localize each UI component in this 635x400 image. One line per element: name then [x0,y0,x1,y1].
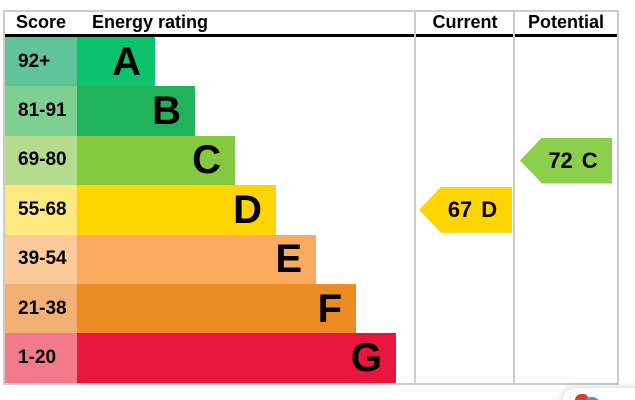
rating-bar-g: G [77,333,396,383]
score-range-e: 39-54 [5,234,77,284]
score-range-b: 81-91 [5,86,77,136]
potential-rating-arrow: 72 C [520,137,612,184]
band-row-g: 1-20 G [5,333,617,383]
current-column-divider [414,12,416,383]
band-row-b: 81-91 B [5,86,617,136]
logo-red-shape [575,394,588,400]
header-underline [5,34,617,37]
potential-rating-value: 72 [548,147,573,173]
logo-blue-shape [586,397,599,400]
rating-bands: 92+ A 81-91 B 69-80 C 55-68 D 39-54 E 21-38 F 1-20 G [5,37,617,383]
potential-column-header: Potential [527,12,604,32]
current-rating-arrow: 67 D [419,186,512,233]
band-row-d: 55-68 D [5,185,617,235]
current-rating-value: 67 [447,196,473,222]
band-row-a: 92+ A [5,37,617,87]
potential-rating-letter: C [581,147,598,173]
current-column-header: Current [432,12,498,32]
score-range-g: 1-20 [5,333,77,383]
rating-bar-b: B [77,86,195,136]
potential-column-divider [513,12,515,383]
rating-bar-e: E [77,234,316,284]
rating-bar-a: A [77,37,155,87]
score-range-c: 69-80 [5,135,77,186]
band-row-e: 39-54 E [5,234,617,284]
rating-bar-c: C [77,135,235,186]
score-range-f: 21-38 [5,283,77,334]
score-column-header: Score [15,12,67,32]
band-row-f: 21-38 F [5,283,617,334]
partial-logo-icon [575,394,599,400]
score-range-d: 55-68 [5,185,77,235]
score-range-a: 92+ [5,37,77,87]
partial-card [563,388,635,400]
current-rating-letter: D [481,196,498,222]
table-header-row: Score Energy rating Current Potential [5,12,617,34]
band-row-c: 69-80 C [5,135,617,186]
rating-bar-f: F [77,283,356,334]
rating-bar-d: D [77,185,276,235]
epc-table: Score Energy rating Current Potential 92… [3,10,619,385]
energy-rating-column-header: Energy rating [92,12,209,32]
